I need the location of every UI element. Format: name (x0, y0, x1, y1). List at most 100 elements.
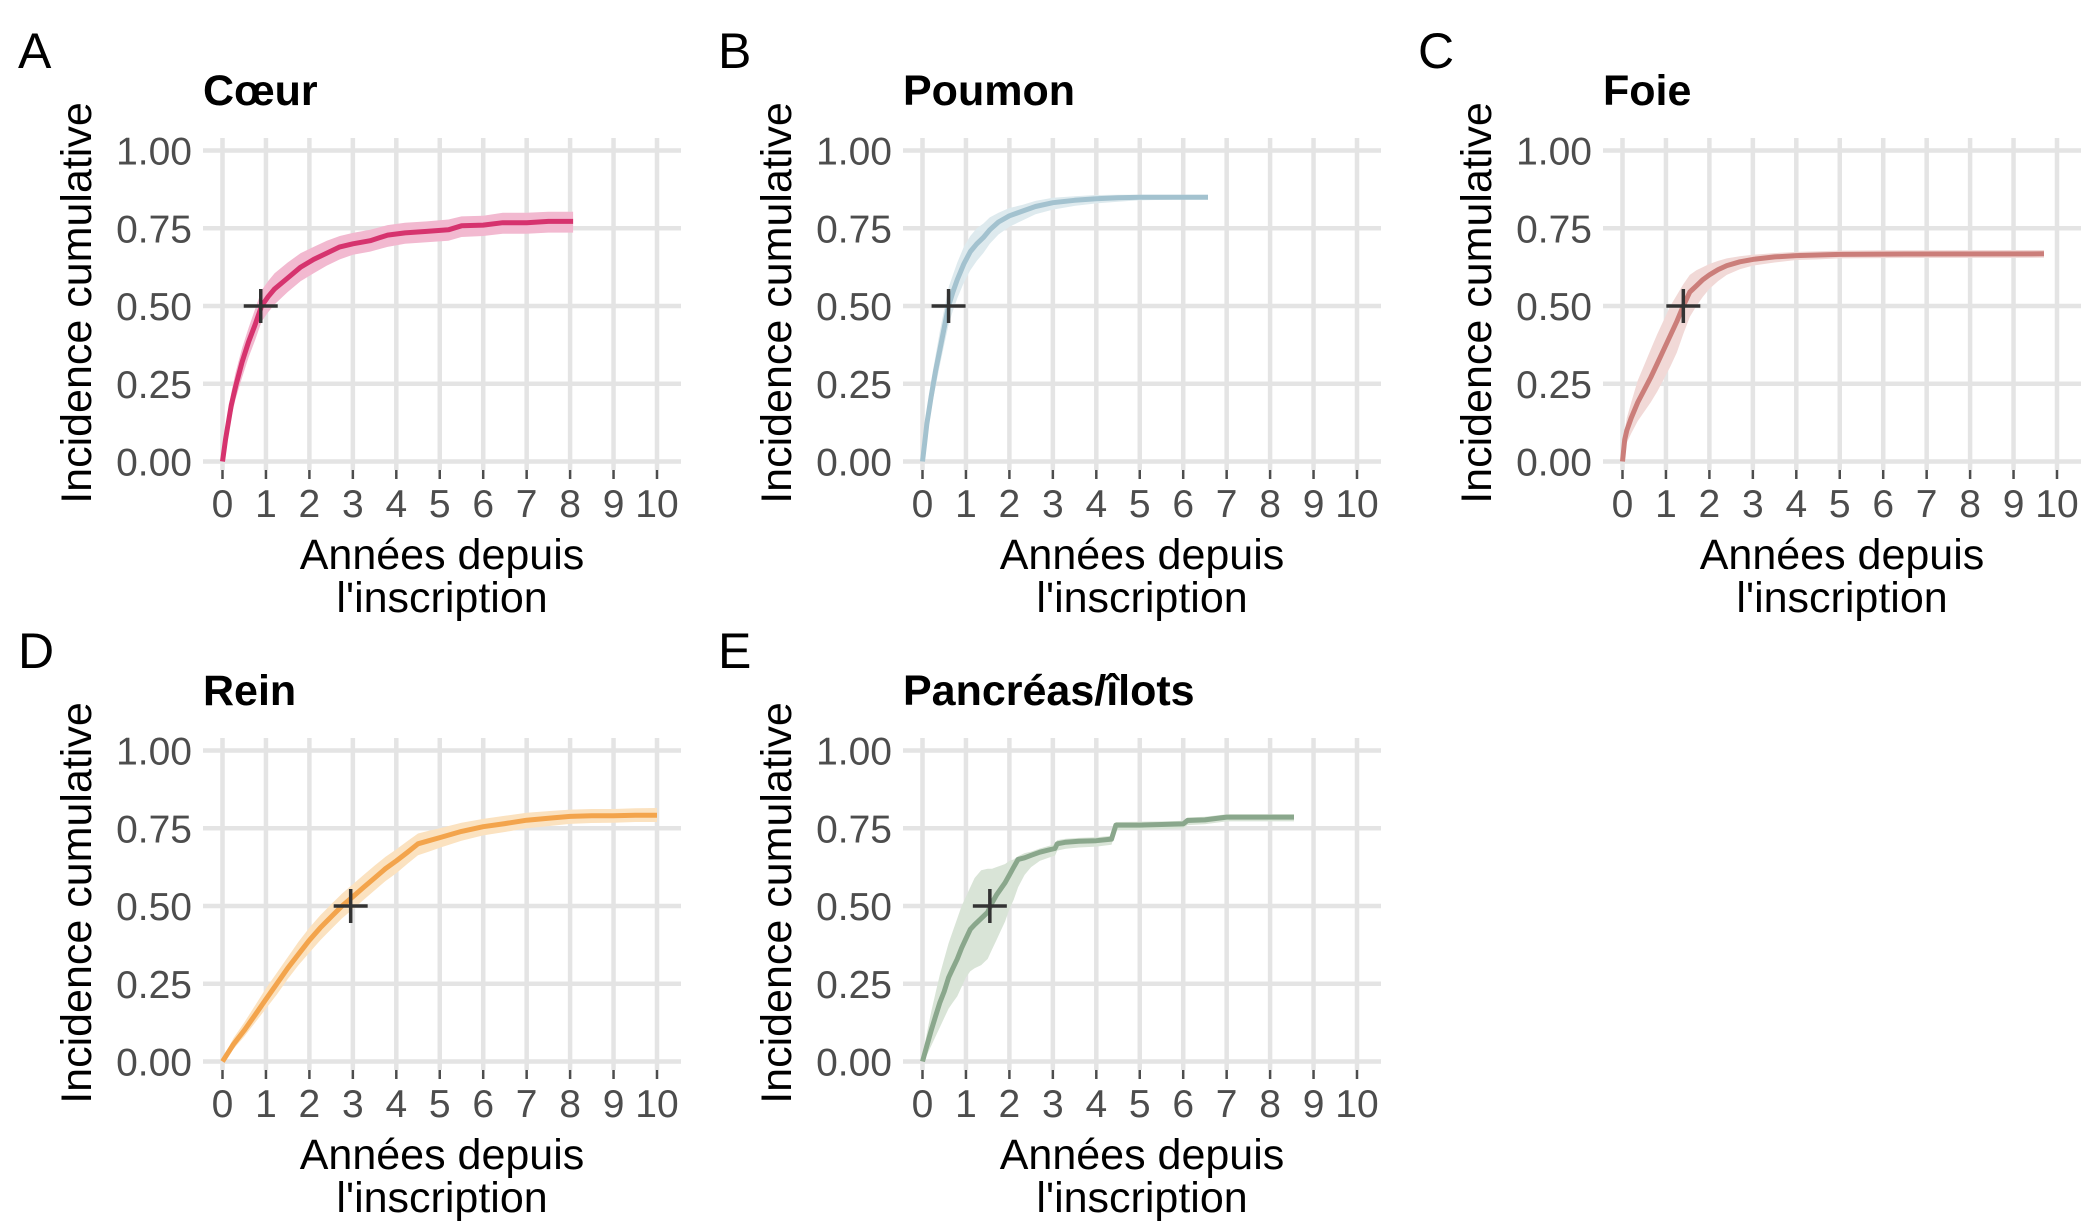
y-tick-label: 0.75 (116, 208, 192, 251)
y-tick-label: 0.00 (116, 1042, 192, 1085)
x-tick-label: 1 (1655, 483, 1677, 526)
x-tick-label: 0 (912, 1083, 934, 1126)
x-tick-label: 0 (1612, 483, 1634, 526)
confidence-ribbon (1622, 250, 2044, 462)
x-tick-label: 7 (516, 1083, 538, 1126)
x-axis-title: Années depuis l'inscription (999, 1131, 1285, 1222)
plot-canvas-pancreas-ilots: 0 1 2 3 4 5 6 7 8 9 10 0.00 0.25 0.50 0.75 1.00 (816, 731, 1381, 1126)
y-axis-title: Incidence cumulative (753, 702, 801, 1104)
panel-pancreas-ilots: 0 1 2 3 4 5 6 7 8 9 10 0.00 0.25 0.50 0.75 1.00 E Pancr… (700, 600, 1400, 1220)
x-tick-label: 9 (603, 1083, 625, 1126)
x-tick-label: 5 (1829, 483, 1851, 526)
confidence-ribbon (922, 814, 1294, 1062)
x-axis-title: Années depuis l'inscription (299, 1131, 585, 1222)
plot-canvas-rein: 0 1 2 3 4 5 6 7 8 9 10 0.00 0.25 0.50 0.75 1.00 (116, 731, 681, 1126)
x-tick-label: 4 (385, 483, 407, 526)
panel-letter: D (18, 623, 55, 679)
y-tick-label: 0.00 (116, 442, 192, 485)
x-tick-label: 8 (559, 483, 581, 526)
y-axis-title: Incidence cumulative (53, 102, 101, 504)
x-tick-label: 10 (1335, 483, 1378, 526)
x-tick-label: 1 (955, 1083, 977, 1126)
x-tick-label: 4 (1085, 483, 1107, 526)
y-tick-label: 0.25 (1516, 364, 1592, 407)
x-tick-label: 6 (1872, 483, 1894, 526)
incidence-curve (220, 812, 657, 1063)
x-tick-label: 3 (342, 483, 364, 526)
x-tick-label: 3 (1042, 1083, 1064, 1126)
x-tick-label: 1 (255, 1083, 277, 1126)
x-tick-label: 8 (1259, 1083, 1281, 1126)
y-tick-label: 1.00 (816, 131, 892, 174)
panel-title: Poumon (903, 67, 1075, 115)
x-tick-label: 3 (1042, 483, 1064, 526)
x-tick-label: 8 (559, 1083, 581, 1126)
incidence-curve (1620, 251, 2045, 462)
confidence-ribbon (222, 211, 574, 462)
panel-title: Cœur (203, 67, 318, 115)
y-tick-label: 0.25 (116, 964, 192, 1007)
panel-letter: A (18, 23, 52, 79)
x-tick-label: 0 (212, 483, 234, 526)
x-tick-label: 5 (1129, 483, 1151, 526)
confidence-ribbon (222, 808, 657, 1062)
x-tick-label: 4 (385, 1083, 407, 1126)
x-tick-label: 6 (472, 483, 494, 526)
x-tick-label: 6 (1172, 1083, 1194, 1126)
x-axis-title: Années depuis l'inscription (1699, 531, 1985, 622)
panel-foie: 0 1 2 3 4 5 6 7 8 9 10 0.00 0.25 0.50 0.75 1.00 C Foie … (1400, 0, 2100, 620)
x-tick-label: 5 (429, 483, 451, 526)
y-tick-label: 0.50 (116, 286, 192, 329)
x-tick-label: 9 (2003, 483, 2025, 526)
x-tick-label: 10 (2035, 483, 2078, 526)
y-tick-label: 0.25 (816, 964, 892, 1007)
x-tick-label: 8 (1959, 483, 1981, 526)
x-tick-label: 3 (342, 1083, 364, 1126)
plot-canvas-poumon: 0 1 2 3 4 5 6 7 8 9 10 0.00 0.25 0.50 0.75 1.00 (816, 131, 1381, 526)
x-tick-label: 5 (1129, 1083, 1151, 1126)
y-axis-title: Incidence cumulative (53, 702, 101, 1104)
panel-poumon: 0 1 2 3 4 5 6 7 8 9 10 0.00 0.25 0.50 0.75 1.00 B Poumo… (700, 0, 1400, 620)
panel-title: Foie (1603, 67, 1692, 115)
x-tick-label: 4 (1785, 483, 1807, 526)
x-tick-label: 7 (516, 483, 538, 526)
x-tick-label: 4 (1085, 1083, 1107, 1126)
x-tick-label: 2 (1699, 483, 1721, 526)
panel-coeur: 0 1 2 3 4 5 6 7 8 9 10 0.00 0.25 0.50 0.75 1.00 A Cœur … (0, 0, 700, 620)
y-tick-label: 0.25 (116, 364, 192, 407)
incidence-curve (920, 814, 1294, 1063)
x-tick-label: 9 (603, 483, 625, 526)
x-tick-label: 7 (1916, 483, 1938, 526)
x-tick-label: 5 (429, 1083, 451, 1126)
x-tick-label: 0 (212, 1083, 234, 1126)
y-tick-label: 0.75 (1516, 208, 1592, 251)
y-tick-label: 0.00 (816, 1042, 892, 1085)
y-tick-label: 1.00 (116, 131, 192, 174)
plot-canvas-foie: 0 1 2 3 4 5 6 7 8 9 10 0.00 0.25 0.50 0.75 1.00 (1516, 131, 2081, 526)
y-axis-title: Incidence cumulative (753, 102, 801, 504)
x-tick-label: 2 (299, 483, 321, 526)
panel-letter: C (1418, 23, 1455, 79)
x-tick-label: 2 (299, 1083, 321, 1126)
x-tick-label: 10 (635, 483, 678, 526)
x-tick-label: 10 (635, 1083, 678, 1126)
y-tick-label: 0.75 (116, 808, 192, 851)
panel-letter: E (718, 623, 752, 679)
incidence-curve (220, 218, 574, 462)
x-tick-label: 0 (912, 483, 934, 526)
x-tick-label: 1 (255, 483, 277, 526)
y-tick-label: 0.25 (816, 364, 892, 407)
x-tick-label: 7 (1216, 483, 1238, 526)
incidence-curve (920, 194, 1208, 462)
y-tick-label: 0.50 (816, 286, 892, 329)
x-axis-title: Années depuis l'inscription (299, 531, 585, 622)
x-tick-label: 2 (999, 483, 1021, 526)
x-tick-label: 1 (955, 483, 977, 526)
y-tick-label: 1.00 (816, 731, 892, 774)
x-tick-label: 7 (1216, 1083, 1238, 1126)
y-axis-title: Incidence cumulative (1453, 102, 1501, 504)
y-tick-label: 0.00 (816, 442, 892, 485)
x-axis-title: Années depuis l'inscription (999, 531, 1285, 622)
y-tick-label: 0.50 (816, 886, 892, 929)
